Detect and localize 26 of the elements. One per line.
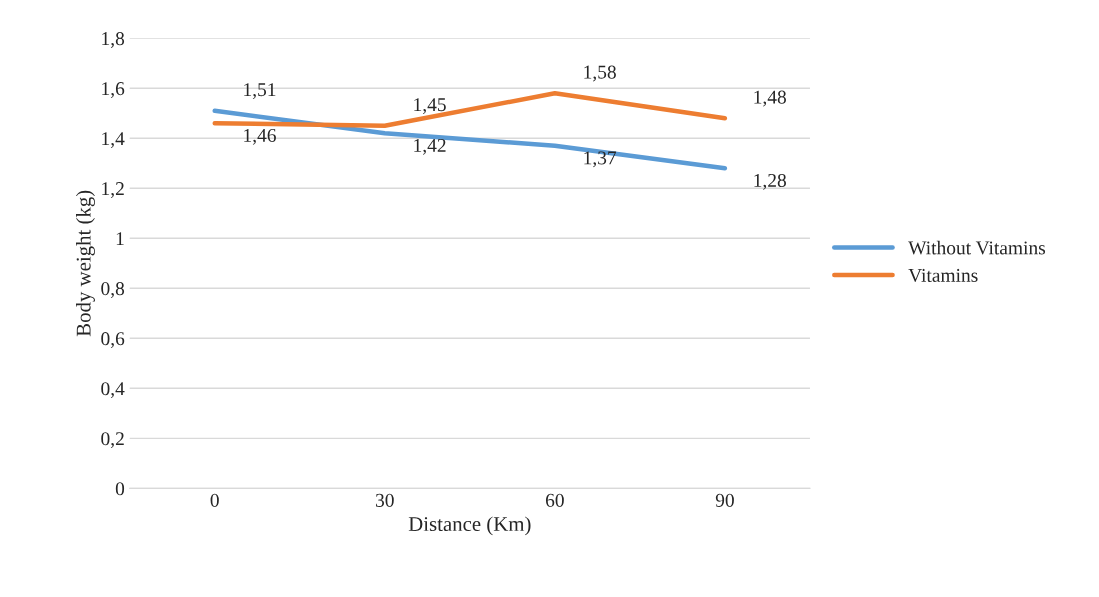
y-axis-title: Body weight (kg) (76, 190, 95, 337)
y-tick-label: 0,2 (101, 432, 124, 449)
data-label: 1,58 (584, 65, 616, 82)
data-label: 1,45 (414, 98, 446, 114)
y-tick-label: 1,2 (102, 182, 124, 198)
data-label: 1,51 (244, 83, 276, 99)
legend-label: Vitamins (908, 268, 978, 283)
legend-label: Without Vitamins (908, 240, 1046, 255)
data-label: 1,42 (414, 138, 446, 155)
y-tick-label: 0,8 (101, 282, 125, 299)
data-label: 1,28 (754, 173, 786, 190)
y-tick-label: 0,6 (101, 332, 125, 349)
x-axis-title: Distance (Km) (408, 516, 531, 536)
data-label: 1,46 (244, 128, 276, 145)
data-label: 1,48 (754, 90, 786, 107)
x-tick-label: 90 (715, 493, 734, 507)
y-tick-label: 1 (116, 232, 124, 246)
data-label: 1,37 (584, 151, 617, 168)
x-tick-label: 30 (375, 493, 394, 507)
y-tick-label: 1,4 (102, 132, 125, 148)
y-tick-label: 1,8 (102, 32, 125, 48)
y-tick-label: 1,6 (102, 82, 125, 98)
x-tick-label: 0 (210, 493, 219, 507)
y-tick-label: 0 (115, 482, 125, 496)
y-tick-label: 0,4 (101, 382, 125, 399)
x-tick-label: 60 (545, 493, 564, 507)
